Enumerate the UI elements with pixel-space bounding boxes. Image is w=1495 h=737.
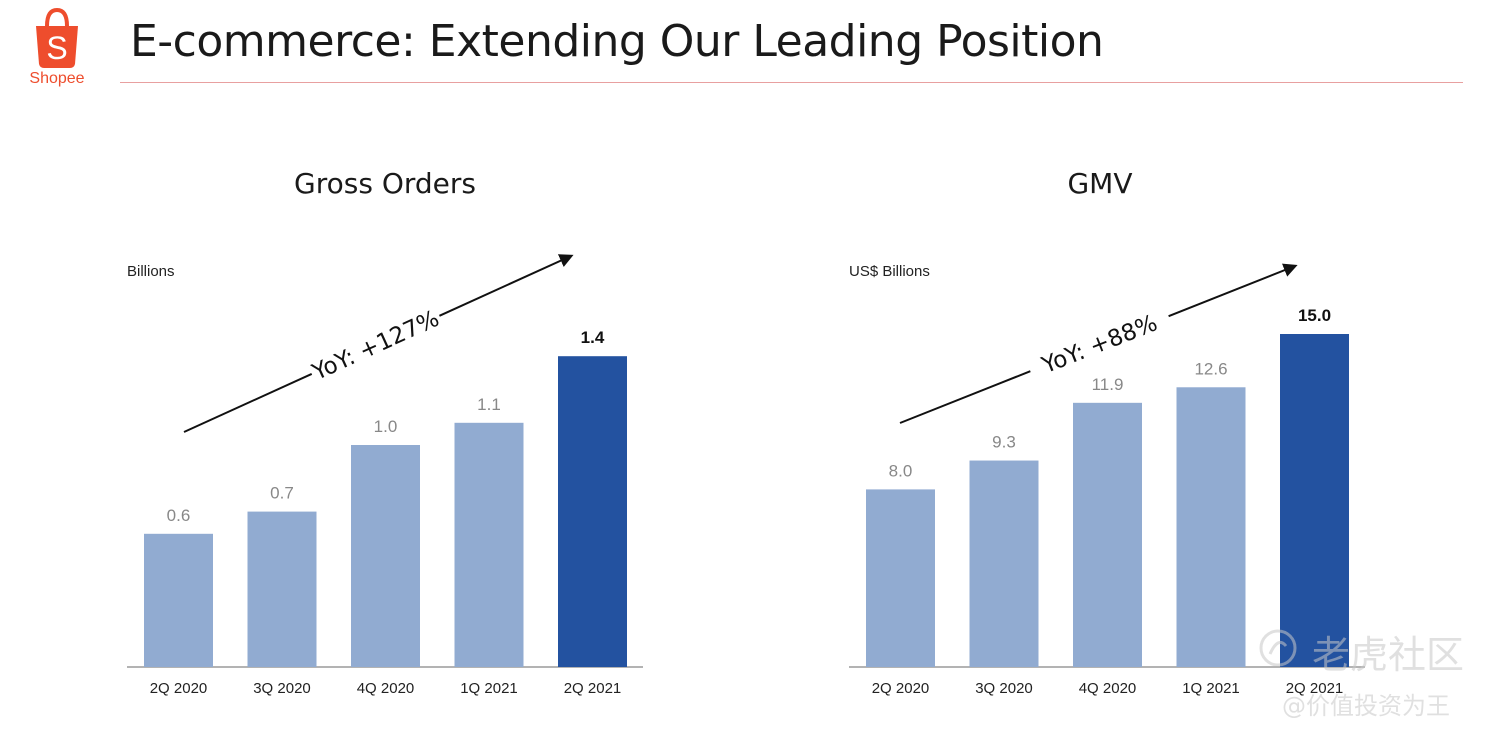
x-tick-label: 4Q 2020 bbox=[357, 680, 415, 697]
trend-arrow-head bbox=[439, 254, 574, 317]
x-tick-label: 3Q 2020 bbox=[253, 680, 311, 697]
watermark: 老虎社区 @价值投资为王 bbox=[1258, 624, 1478, 724]
x-tick-label: 1Q 2021 bbox=[1182, 680, 1240, 697]
data-label: 9.3 bbox=[992, 433, 1016, 452]
data-label: 15.0 bbox=[1298, 306, 1331, 325]
data-label: 0.7 bbox=[270, 484, 294, 503]
data-label: 1.1 bbox=[477, 395, 501, 414]
watermark-logo-icon bbox=[1259, 629, 1297, 667]
bar bbox=[144, 533, 213, 667]
chart-title: Gross Orders bbox=[294, 167, 476, 200]
bar bbox=[351, 445, 420, 667]
bar bbox=[1280, 334, 1349, 667]
bar bbox=[969, 460, 1039, 667]
y-unit-label: Billions bbox=[127, 263, 175, 280]
data-label: 0.6 bbox=[167, 506, 191, 525]
bar bbox=[454, 422, 524, 667]
bar bbox=[558, 356, 627, 667]
x-tick-label: 2Q 2020 bbox=[150, 680, 208, 697]
x-tick-label: 2Q 2020 bbox=[872, 680, 930, 697]
data-label: 12.6 bbox=[1194, 359, 1227, 378]
watermark-line2: @价值投资为王 bbox=[1282, 692, 1450, 720]
bar bbox=[866, 489, 935, 667]
data-label: 8.0 bbox=[889, 461, 913, 480]
page-title: E-commerce: Extending Our Leading Positi… bbox=[130, 16, 1104, 67]
data-label: 1.4 bbox=[581, 328, 605, 347]
yoy-annotation: YoY: +88% bbox=[1038, 310, 1162, 379]
x-tick-label: 2Q 2021 bbox=[564, 680, 622, 697]
title-divider bbox=[120, 82, 1463, 83]
bar bbox=[247, 511, 317, 667]
shopping-bag-icon: S bbox=[36, 7, 78, 68]
watermark-line1: 老虎社区 bbox=[1312, 633, 1465, 677]
data-label: 11.9 bbox=[1092, 375, 1124, 394]
x-tick-label: 2Q 2021 bbox=[1286, 680, 1344, 697]
x-tick-label: 1Q 2021 bbox=[460, 680, 518, 697]
svg-text:S: S bbox=[46, 30, 67, 66]
x-tick-label: 4Q 2020 bbox=[1079, 680, 1137, 697]
yoy-annotation: YoY: +127% bbox=[308, 306, 444, 387]
bar bbox=[1073, 402, 1142, 667]
trend-arrow-tail bbox=[183, 373, 313, 433]
trend-arrow-tail bbox=[899, 370, 1031, 424]
trend-arrow-head bbox=[1168, 263, 1298, 318]
shopee-logo: S Shopee bbox=[26, 6, 88, 92]
y-unit-label: US$ Billions bbox=[849, 263, 930, 280]
x-tick-label: 3Q 2020 bbox=[975, 680, 1033, 697]
bar bbox=[1176, 387, 1246, 667]
data-label: 1.0 bbox=[374, 417, 398, 436]
logo-text: Shopee bbox=[29, 70, 85, 87]
chart-title: GMV bbox=[1067, 167, 1132, 200]
